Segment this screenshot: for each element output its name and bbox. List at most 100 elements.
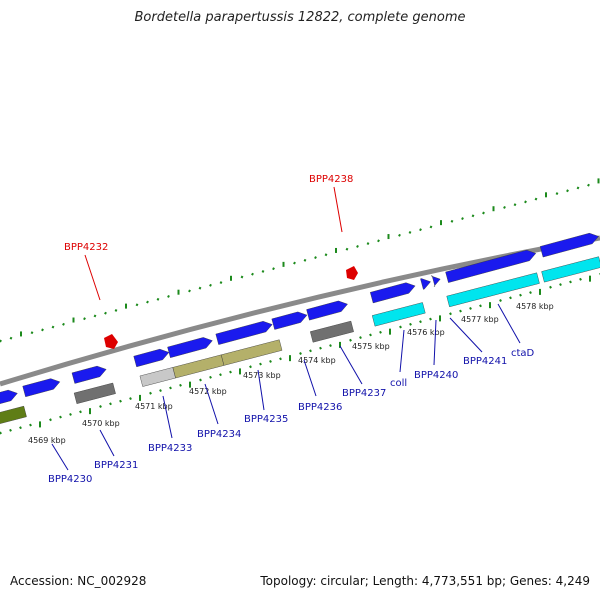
inner-tick	[29, 423, 32, 427]
gene-track	[0, 232, 600, 424]
outer-tick	[524, 200, 527, 204]
scale-label: 4569 kbp	[28, 436, 66, 445]
inner-tick	[69, 413, 72, 416]
outer-tick	[503, 205, 506, 209]
inner-tick	[519, 293, 522, 297]
leader-line	[497, 303, 521, 344]
gene-arrow	[22, 378, 61, 398]
outer-tick	[513, 203, 517, 207]
scale-label: 4570 kbp	[82, 419, 120, 428]
outer-tick	[62, 322, 65, 326]
leader-line	[449, 317, 483, 353]
inner-tick	[19, 426, 22, 430]
gene-block	[172, 354, 225, 379]
inner-tick	[429, 317, 432, 321]
scale-label: 4573 kbp	[243, 371, 281, 380]
outer-tick	[587, 183, 590, 187]
highlight-mark	[104, 334, 118, 349]
inner-tick	[279, 357, 282, 361]
gene-label: ctaD	[511, 348, 535, 359]
gene-block	[73, 382, 116, 404]
inner-tick	[379, 330, 382, 334]
inner-tick	[249, 365, 252, 369]
outer-tick	[51, 325, 55, 329]
leader-line	[99, 429, 115, 457]
inner-tick	[9, 428, 12, 432]
outer-tick	[83, 317, 86, 321]
inner-tick	[59, 415, 62, 419]
inner-tick	[119, 399, 122, 403]
inner-tick	[469, 307, 472, 310]
outer-tick	[93, 314, 97, 318]
inner-tick	[479, 304, 482, 308]
highlight-mark	[346, 266, 358, 280]
outer-tick	[450, 219, 454, 223]
leader-line	[51, 443, 69, 471]
inner-tick	[99, 405, 102, 408]
gene-arrow	[271, 311, 308, 330]
outer-tick	[461, 217, 464, 221]
gene-label: BPP4240	[414, 370, 458, 381]
outer-tick	[146, 300, 149, 304]
inner-tick	[129, 397, 132, 400]
scale-label: 4575 kbp	[352, 342, 390, 351]
outer-tick	[219, 281, 223, 285]
scale-label: 4571 kbp	[135, 402, 173, 411]
outer-tick	[9, 336, 13, 340]
gene-label: BPP4237	[342, 388, 386, 399]
inner-tick	[179, 383, 182, 387]
outer-tick	[0, 339, 2, 343]
inner-tick	[79, 410, 82, 414]
outer-tick	[272, 267, 275, 271]
inner-tick	[0, 431, 2, 435]
inner-gc-ticks	[0, 273, 600, 435]
outer-tick	[251, 272, 254, 276]
genome-stats: Topology: circular; Length: 4,773,551 bp…	[260, 574, 590, 588]
leader-line	[257, 369, 265, 411]
leader-line	[433, 319, 437, 366]
scale-label: 4574 kbp	[298, 356, 336, 365]
leader-line	[162, 395, 173, 439]
outer-tick	[104, 311, 107, 315]
inner-tick	[459, 309, 462, 313]
outer-tick	[576, 186, 580, 190]
gene-arrow	[306, 300, 348, 321]
gene-arrow	[0, 389, 18, 404]
gene-arrow	[215, 321, 273, 345]
inner-tick	[529, 291, 532, 294]
leader-line	[303, 359, 317, 397]
inner-tick	[369, 333, 372, 337]
outer-tick	[377, 239, 380, 243]
inner-tick	[309, 349, 312, 353]
gene-block	[446, 272, 540, 308]
gene-block	[139, 367, 176, 387]
outer-tick	[135, 303, 139, 307]
outer-tick	[408, 231, 412, 234]
scale-label: 4577 kbp	[461, 315, 499, 324]
outer-tick	[209, 283, 212, 287]
inner-tick	[209, 375, 212, 379]
outer-tick	[314, 256, 317, 259]
outer-tick	[356, 244, 359, 248]
gene-arrow	[133, 348, 170, 368]
inner-tick	[449, 312, 452, 316]
inner-tick	[349, 338, 352, 342]
leader-line	[204, 383, 219, 425]
gene-arrow	[445, 249, 537, 283]
gene-label: BPP4230	[48, 474, 92, 485]
inner-tick	[299, 352, 302, 355]
inner-tick	[509, 296, 512, 300]
inner-tick	[499, 299, 502, 302]
inner-tick	[579, 277, 582, 281]
gene-block	[310, 320, 354, 343]
outer-tick	[555, 192, 559, 195]
outer-tick	[429, 225, 433, 229]
inner-tick	[49, 418, 52, 422]
outer-tick	[398, 233, 401, 237]
inner-tick	[399, 325, 402, 329]
outer-tick	[303, 258, 307, 262]
gene-label: coll	[390, 378, 407, 389]
inner-tick	[559, 283, 562, 287]
outer-tick	[240, 275, 244, 279]
